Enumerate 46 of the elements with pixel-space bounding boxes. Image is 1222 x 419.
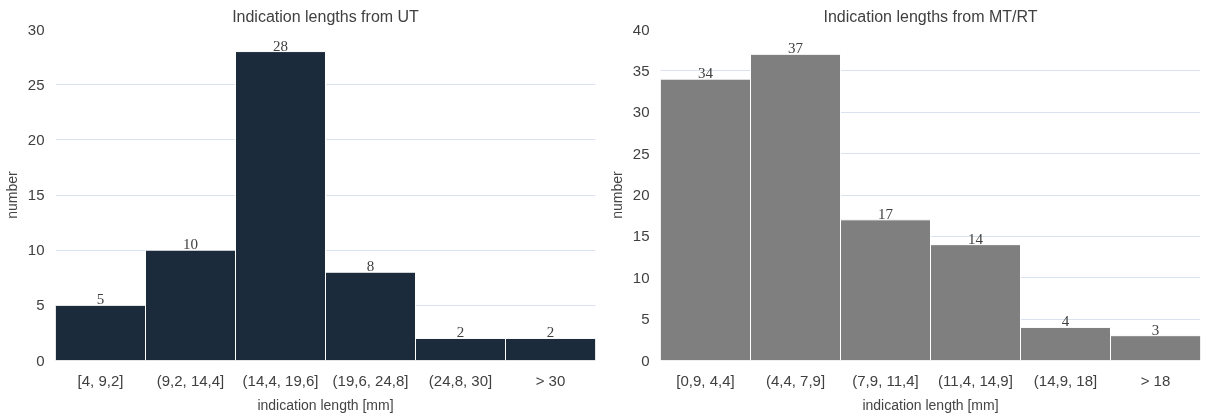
data-label: 4 (1061, 313, 1070, 330)
x-tick-label: (11,4, 14,9] (938, 371, 1013, 389)
data-label: 14 (968, 230, 984, 247)
x-tick-label: (7,9, 11,4] (852, 371, 919, 389)
data-label: 28 (273, 37, 288, 54)
data-label: 5 (96, 291, 105, 308)
data-label: 34 (698, 65, 714, 82)
x-tick-label: (14,9, 18] (1033, 371, 1098, 389)
y-tick-label: 40 (632, 20, 650, 38)
chart-title: Indication lengths from UT (232, 7, 420, 25)
y-tick-label: 30 (632, 103, 650, 121)
y-tick-label: 25 (632, 144, 650, 162)
x-tick-label: [0,9, 4,4] (676, 371, 735, 389)
y-tick-label: 30 (27, 20, 45, 38)
y-tick-label: 0 (36, 351, 45, 369)
y-axis-title: number (3, 170, 20, 219)
x-tick-label: (14,4, 19,6] (242, 371, 319, 389)
x-tick-label: [4, 9,2] (77, 371, 124, 389)
y-tick-label: 35 (632, 61, 650, 79)
x-tick-label: > 18 (1140, 371, 1171, 389)
chart-title: Indication lengths from MT/RT (823, 7, 1038, 25)
y-tick-label: 15 (27, 186, 45, 203)
y-tick-label: 20 (27, 130, 45, 148)
data-label: 2 (546, 324, 555, 341)
data-label: 2 (456, 324, 465, 341)
y-axis-title: number (608, 170, 625, 219)
x-tick-label: (9,2, 14,4] (156, 371, 225, 389)
data-label: 37 (788, 40, 804, 57)
x-axis-title: indication length [mm] (257, 396, 394, 413)
x-axis-title: indication length [mm] (862, 396, 999, 413)
x-tick-label: (24,8, 30] (428, 371, 493, 389)
data-label: 10 (183, 236, 198, 253)
y-tick-label: 20 (632, 186, 650, 203)
data-label: 3 (1151, 321, 1160, 338)
y-tick-label: 25 (27, 75, 45, 93)
x-tick-label: (4,4, 7,9] (765, 371, 826, 389)
y-tick-label: 0 (641, 351, 650, 369)
x-tick-label: (19,6, 24,8] (332, 371, 409, 389)
y-tick-label: 15 (632, 227, 650, 245)
y-tick-label: 10 (632, 268, 650, 286)
y-tick-label: 5 (641, 310, 650, 328)
y-tick-label: 10 (27, 241, 45, 259)
y-tick-label: 5 (36, 296, 45, 314)
x-tick-label: > 30 (535, 371, 566, 389)
data-label: 8 (366, 258, 375, 275)
data-label: 17 (878, 205, 894, 222)
